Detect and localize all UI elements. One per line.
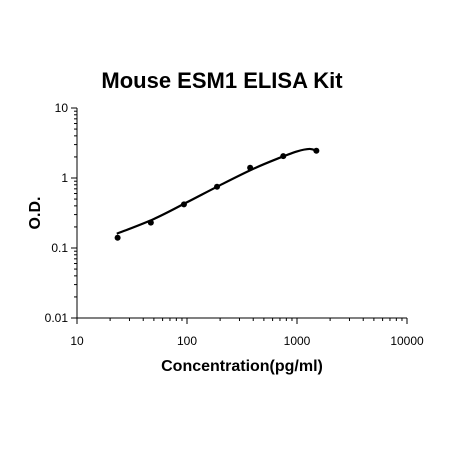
data-point xyxy=(180,201,187,208)
data-point xyxy=(114,234,121,241)
fit-curve-line xyxy=(116,147,317,235)
x-axis-title: Concentration(pg/ml) xyxy=(161,358,323,375)
y-axis-ticks: 0.01 0.1 1 10 xyxy=(45,101,77,325)
data-point xyxy=(280,153,287,160)
data-point xyxy=(313,147,320,154)
data-point xyxy=(147,219,154,226)
y-tick-label: 0.1 xyxy=(51,241,68,255)
x-tick-label: 10 xyxy=(70,334,84,348)
y-tick-label: 10 xyxy=(55,101,69,115)
x-tick-label: 100 xyxy=(177,334,197,348)
y-tick-label: 1 xyxy=(61,171,68,185)
x-axis-ticks: 10 100 1000 10000 xyxy=(70,318,424,348)
data-point xyxy=(247,164,254,171)
x-tick-label: 10000 xyxy=(390,334,424,348)
y-tick-label: 0.01 xyxy=(45,311,69,325)
chart-title: Mouse ESM1 ELISA Kit xyxy=(101,68,343,93)
y-axis-title: O.D. xyxy=(27,197,44,230)
x-tick-label: 1000 xyxy=(284,334,311,348)
data-points xyxy=(114,147,320,241)
data-point xyxy=(214,183,221,190)
